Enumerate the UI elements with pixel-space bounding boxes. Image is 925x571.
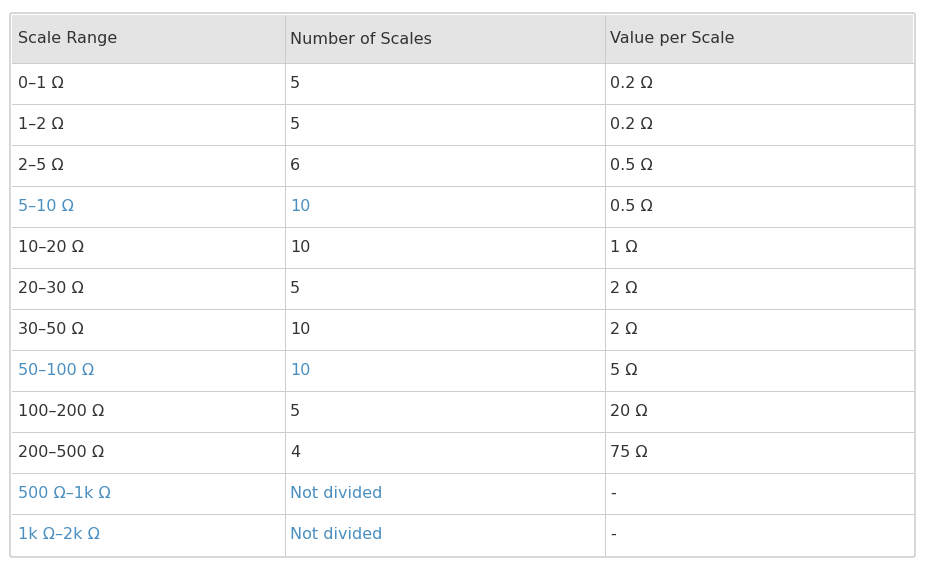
Text: Value per Scale: Value per Scale xyxy=(610,31,734,46)
Bar xyxy=(12,268,913,309)
Text: 0.5 Ω: 0.5 Ω xyxy=(610,199,653,214)
Text: 5: 5 xyxy=(290,281,300,296)
Text: Not divided: Not divided xyxy=(290,527,382,542)
Text: 20–30 Ω: 20–30 Ω xyxy=(18,281,84,296)
Text: 1 Ω: 1 Ω xyxy=(610,240,637,255)
Text: 200–500 Ω: 200–500 Ω xyxy=(18,445,105,460)
Bar xyxy=(12,473,913,514)
Bar xyxy=(12,391,913,432)
Text: 5 Ω: 5 Ω xyxy=(610,363,637,378)
Bar xyxy=(12,104,913,145)
Text: 75 Ω: 75 Ω xyxy=(610,445,648,460)
Text: Scale Range: Scale Range xyxy=(18,31,117,46)
Text: 10: 10 xyxy=(290,363,311,378)
Text: 6: 6 xyxy=(290,158,300,173)
Text: 10: 10 xyxy=(290,322,311,337)
Text: 0.2 Ω: 0.2 Ω xyxy=(610,117,653,132)
Text: Not divided: Not divided xyxy=(290,486,382,501)
Text: 500 Ω–1k Ω: 500 Ω–1k Ω xyxy=(18,486,111,501)
Text: 5–10 Ω: 5–10 Ω xyxy=(18,199,74,214)
Text: 2–5 Ω: 2–5 Ω xyxy=(18,158,64,173)
Text: 10: 10 xyxy=(290,199,311,214)
Text: 20 Ω: 20 Ω xyxy=(610,404,648,419)
Text: 5: 5 xyxy=(290,404,300,419)
Text: 2 Ω: 2 Ω xyxy=(610,322,637,337)
Bar xyxy=(12,432,913,473)
Bar xyxy=(12,63,913,104)
Text: 10: 10 xyxy=(290,240,311,255)
Text: 5: 5 xyxy=(290,76,300,91)
Text: 2 Ω: 2 Ω xyxy=(610,281,637,296)
Bar xyxy=(12,145,913,186)
Text: 5: 5 xyxy=(290,117,300,132)
Bar xyxy=(12,186,913,227)
Bar xyxy=(12,15,913,63)
Bar xyxy=(12,227,913,268)
Text: -: - xyxy=(610,486,616,501)
Text: 1k Ω–2k Ω: 1k Ω–2k Ω xyxy=(18,527,100,542)
Text: 100–200 Ω: 100–200 Ω xyxy=(18,404,105,419)
Text: 10–20 Ω: 10–20 Ω xyxy=(18,240,84,255)
Bar xyxy=(12,309,913,350)
Text: 0–1 Ω: 0–1 Ω xyxy=(18,76,64,91)
Text: 1–2 Ω: 1–2 Ω xyxy=(18,117,64,132)
Text: 50–100 Ω: 50–100 Ω xyxy=(18,363,94,378)
Text: 0.2 Ω: 0.2 Ω xyxy=(610,76,653,91)
Bar xyxy=(12,350,913,391)
Text: 0.5 Ω: 0.5 Ω xyxy=(610,158,653,173)
Bar xyxy=(12,514,913,555)
Text: 30–50 Ω: 30–50 Ω xyxy=(18,322,84,337)
Text: 4: 4 xyxy=(290,445,300,460)
Text: -: - xyxy=(610,527,616,542)
Text: Number of Scales: Number of Scales xyxy=(290,31,432,46)
